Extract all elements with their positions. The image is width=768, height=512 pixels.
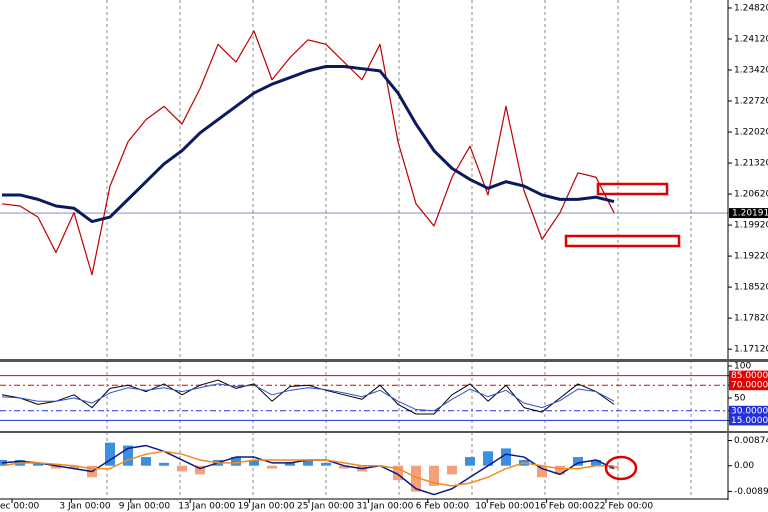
series-line (1, 383, 615, 412)
plot-area: 1.24820 1.24120 1.23420 1.22720 1.22020 1.213… (0, 3, 768, 512)
y-tick-label: 85.0000 (731, 371, 768, 381)
histogram-bar (33, 462, 43, 466)
current-price-label: 1.20191 (732, 209, 768, 219)
y-tick-label: 1.17120 (734, 345, 768, 355)
histogram-bar (285, 462, 295, 466)
y-tick-label: 1.19220 (734, 252, 768, 262)
histogram-bar (195, 465, 205, 475)
histogram-bar (537, 465, 547, 478)
time-grid (106, 0, 692, 498)
y-tick-label: 50 (734, 394, 746, 404)
y-tick-label: 1.22020 (734, 128, 768, 138)
x-tick-label: 25 Jan 00:00 (297, 502, 354, 512)
y-tick-label: 1.24120 (734, 34, 768, 44)
annotation-circle (604, 455, 638, 481)
y-tick-label: 0.0087434 (734, 436, 768, 446)
y-tick-label: 70.0000 (731, 381, 768, 391)
annotation-box (564, 234, 681, 248)
histogram-bar (249, 459, 259, 466)
histogram-bar (267, 465, 277, 469)
histogram-bar (51, 465, 61, 469)
histogram-bar (591, 459, 601, 466)
y-tick-label: 1.20620 (734, 190, 768, 200)
histogram-bar (501, 448, 511, 466)
y-tick-label: 1.19920 (734, 221, 768, 231)
x-tick-label: 10 Feb 00:00 (475, 502, 534, 512)
annotation-box (596, 182, 669, 196)
histogram-bar (393, 465, 403, 481)
histogram-bar (339, 465, 349, 469)
histogram-bar (321, 462, 331, 466)
y-tick-label: 0.00 (734, 461, 754, 471)
level-label-box (729, 405, 768, 416)
y-tick-label: 1.23420 (734, 66, 768, 76)
y-tick-label: 1.18520 (734, 283, 768, 293)
histogram-bar (447, 465, 457, 475)
x-tick-label: 31 Jan 00:00 (356, 502, 413, 512)
histogram-bar (555, 465, 565, 475)
x-tick-label: 6 Feb 00:00 (416, 502, 470, 512)
x-tick-label: 9 Jan 00:00 (119, 502, 171, 512)
histogram-bar (465, 457, 475, 466)
histogram-bar (123, 445, 133, 466)
y-tick-label: 1.24820 (734, 3, 768, 13)
level-label-box (729, 380, 768, 391)
panel-separator (0, 359, 768, 362)
histogram-bar (177, 465, 187, 472)
histogram-bar (69, 465, 79, 469)
histogram-bar (411, 465, 421, 492)
level-label-box (729, 370, 768, 381)
series-line (1, 379, 615, 415)
histogram-bar (303, 459, 313, 466)
y-tick-label: 15.0000 (731, 416, 768, 426)
series-line (2, 64, 615, 224)
histogram-bar (159, 462, 169, 466)
x-tick-label: 13 Jan 00:00 (178, 502, 235, 512)
y-tick-label: 1.22720 (734, 97, 768, 107)
y-tick-label: 100 (734, 362, 751, 372)
histogram-bar (483, 451, 493, 466)
y-tick-label: -0.0089178 (734, 487, 768, 497)
x-tick-label: 19 Jan 00:00 (238, 502, 295, 512)
series-line (1, 30, 615, 276)
y-tick-label: 30.0000 (731, 406, 768, 416)
histogram-bar (429, 465, 439, 486)
y-tick-label: 1.21320 (734, 159, 768, 169)
x-tick-label: 22 Feb 00:00 (594, 502, 653, 512)
y-tick-label: 1.17820 (734, 314, 768, 324)
panel-separator (0, 431, 768, 433)
x-tick-label: ec 00:00 (0, 502, 40, 512)
series-line (1, 450, 614, 487)
current-price-box (729, 208, 768, 219)
level-label-box (729, 415, 768, 426)
histogram-bar (141, 457, 151, 466)
x-tick-label: 3 Jan 00:00 (59, 502, 111, 512)
histogram-bar (609, 465, 619, 469)
histogram-bar (573, 457, 583, 466)
x-tick-label: 16 Feb 00:00 (535, 502, 594, 512)
histogram-bar (231, 457, 241, 466)
histogram-bar (105, 442, 115, 466)
